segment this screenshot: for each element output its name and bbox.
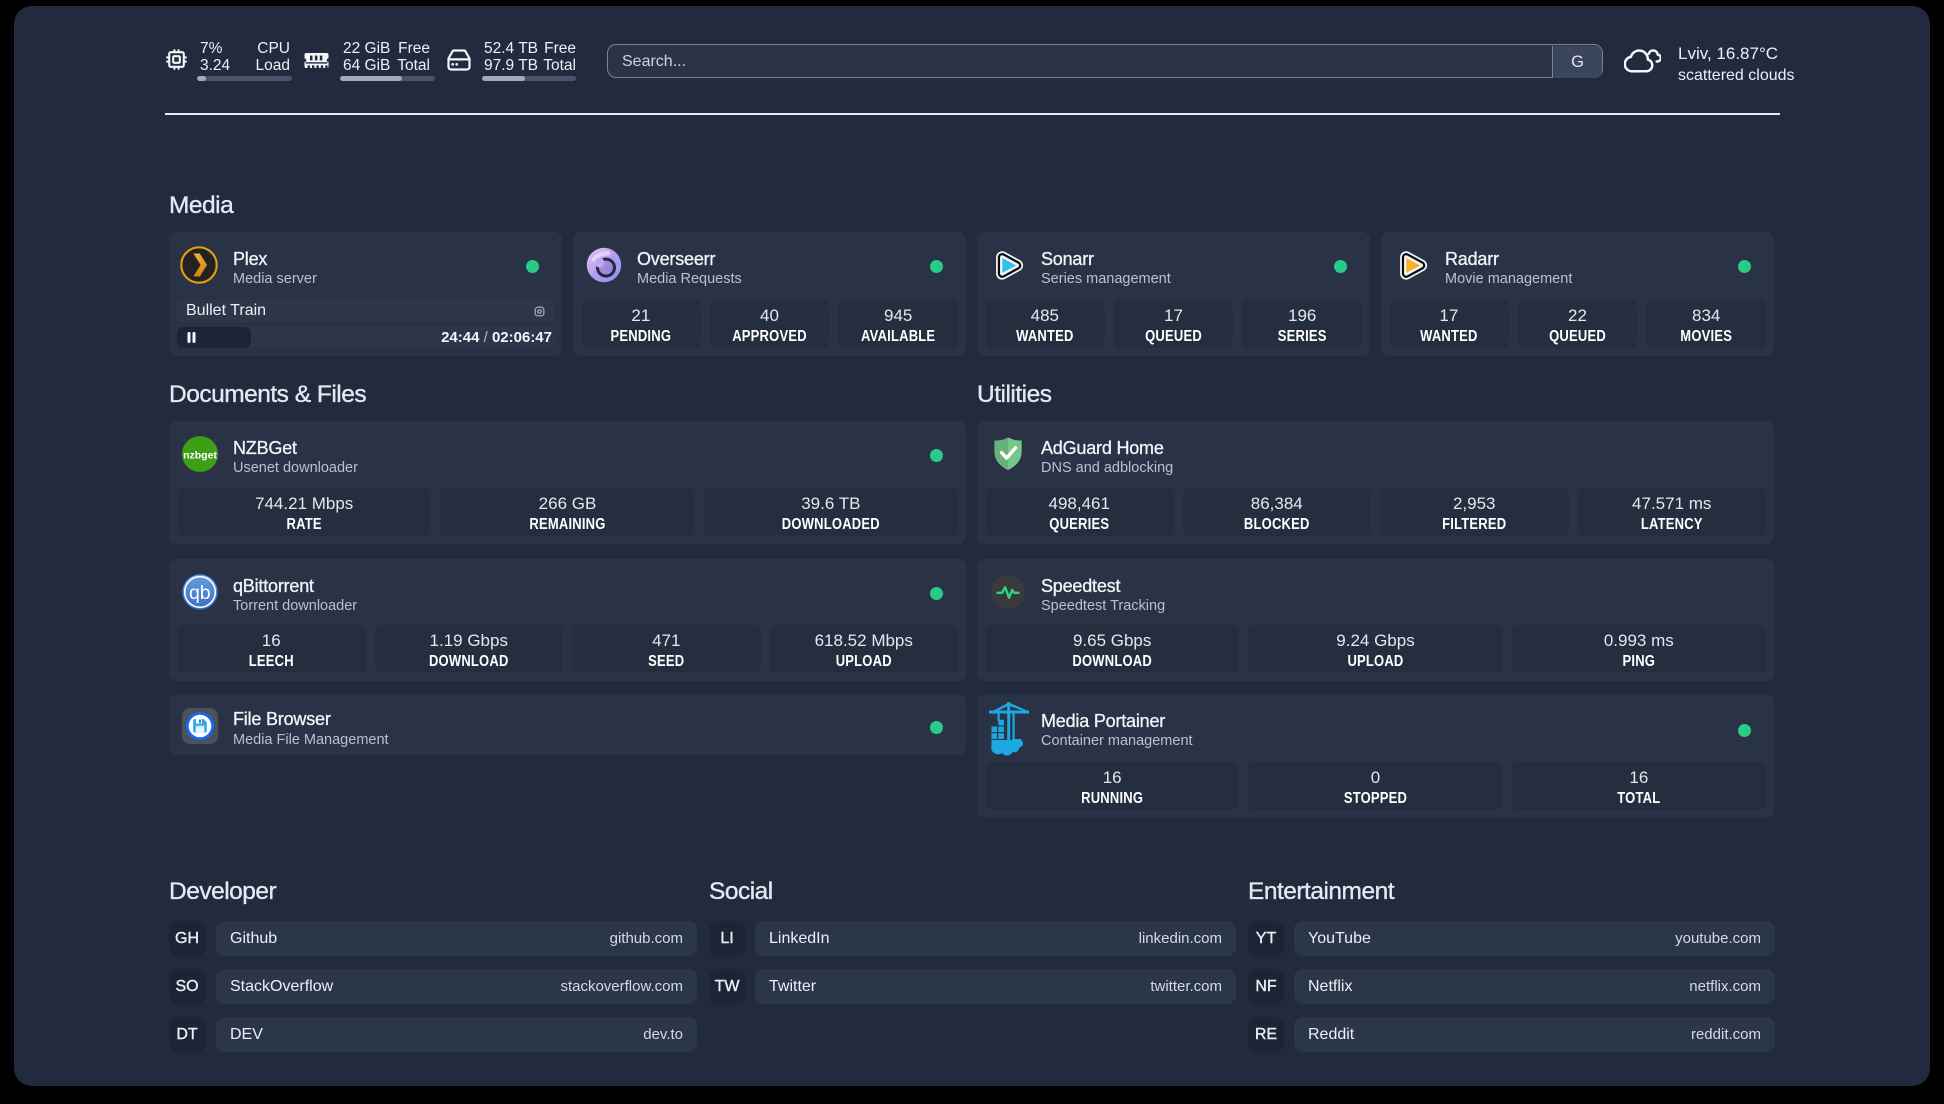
svg-text:qb: qb: [189, 582, 211, 604]
svg-text:nzbget: nzbget: [183, 450, 217, 462]
